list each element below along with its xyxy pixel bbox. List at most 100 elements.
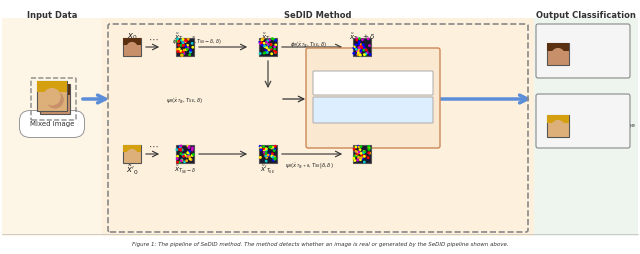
Text: SeDID Method: SeDID Method xyxy=(284,11,352,20)
Circle shape xyxy=(365,53,367,54)
Circle shape xyxy=(263,53,265,54)
Circle shape xyxy=(181,40,182,41)
Circle shape xyxy=(186,156,188,157)
Circle shape xyxy=(357,54,358,55)
Circle shape xyxy=(368,152,369,153)
Circle shape xyxy=(358,146,360,148)
Circle shape xyxy=(178,41,179,42)
Circle shape xyxy=(369,148,370,149)
Circle shape xyxy=(179,149,180,150)
Circle shape xyxy=(185,39,186,41)
Circle shape xyxy=(183,53,185,54)
Text: Diffusion Generated Image: Diffusion Generated Image xyxy=(550,123,634,129)
Text: $\phi_\theta(\tilde{x}_{T_{SE}},T_{SE},\delta)$: $\phi_\theta(\tilde{x}_{T_{SE}},T_{SE},\… xyxy=(291,40,328,50)
Circle shape xyxy=(353,158,355,159)
Circle shape xyxy=(264,46,266,47)
Circle shape xyxy=(187,49,188,50)
Circle shape xyxy=(193,154,194,155)
Circle shape xyxy=(262,45,263,46)
Circle shape xyxy=(368,146,369,147)
Circle shape xyxy=(264,43,265,44)
Circle shape xyxy=(368,149,369,150)
Circle shape xyxy=(260,157,261,158)
Circle shape xyxy=(364,54,365,55)
Circle shape xyxy=(180,145,182,147)
Circle shape xyxy=(181,54,182,56)
Circle shape xyxy=(358,52,359,53)
Circle shape xyxy=(266,161,267,162)
Circle shape xyxy=(266,155,267,156)
Circle shape xyxy=(183,44,184,46)
Circle shape xyxy=(274,48,275,49)
Circle shape xyxy=(267,44,269,45)
Circle shape xyxy=(275,146,276,147)
Circle shape xyxy=(274,50,275,51)
Circle shape xyxy=(360,146,362,147)
Circle shape xyxy=(188,153,189,154)
Circle shape xyxy=(362,39,363,40)
Circle shape xyxy=(271,147,273,149)
Circle shape xyxy=(177,156,179,157)
Circle shape xyxy=(369,152,371,154)
Circle shape xyxy=(270,44,272,45)
Circle shape xyxy=(268,49,269,51)
Circle shape xyxy=(275,52,276,53)
FancyBboxPatch shape xyxy=(547,43,569,65)
Circle shape xyxy=(189,54,190,56)
Circle shape xyxy=(275,44,276,46)
Circle shape xyxy=(362,46,364,47)
Circle shape xyxy=(369,54,371,55)
Circle shape xyxy=(353,53,355,54)
Circle shape xyxy=(355,151,356,152)
Circle shape xyxy=(264,152,265,153)
Circle shape xyxy=(360,149,361,150)
Circle shape xyxy=(272,147,274,148)
Circle shape xyxy=(360,46,362,47)
Circle shape xyxy=(177,162,179,163)
Text: Real Image: Real Image xyxy=(571,50,613,58)
Circle shape xyxy=(364,47,365,48)
Circle shape xyxy=(266,157,268,158)
Text: SeDID$_{\mathrm{NN}}$: SeDID$_{\mathrm{NN}}$ xyxy=(355,126,391,139)
Circle shape xyxy=(259,43,261,44)
FancyBboxPatch shape xyxy=(37,81,67,111)
Circle shape xyxy=(176,149,177,150)
Circle shape xyxy=(355,44,356,46)
Text: $\tilde{x}'_0$: $\tilde{x}'_0$ xyxy=(125,164,138,177)
Circle shape xyxy=(360,153,362,154)
FancyBboxPatch shape xyxy=(37,81,67,92)
FancyBboxPatch shape xyxy=(2,18,102,236)
Circle shape xyxy=(191,43,193,44)
Circle shape xyxy=(360,51,361,52)
Circle shape xyxy=(187,45,188,46)
Circle shape xyxy=(267,52,268,53)
Circle shape xyxy=(271,155,273,157)
Circle shape xyxy=(355,151,357,153)
FancyBboxPatch shape xyxy=(353,38,371,56)
Circle shape xyxy=(271,38,273,39)
Circle shape xyxy=(180,50,182,52)
Circle shape xyxy=(179,48,180,50)
Circle shape xyxy=(270,47,271,48)
Circle shape xyxy=(360,49,361,50)
Circle shape xyxy=(362,155,363,156)
Circle shape xyxy=(552,49,564,60)
Circle shape xyxy=(264,150,265,151)
Circle shape xyxy=(356,50,358,52)
Circle shape xyxy=(184,155,186,156)
Circle shape xyxy=(177,38,179,40)
Text: $\psi_\theta(\tilde{x}_{T_{SE}+\delta},T_{SS}|\delta,\delta)$: $\psi_\theta(\tilde{x}_{T_{SE}+\delta},T… xyxy=(285,162,333,171)
Circle shape xyxy=(358,151,360,153)
Circle shape xyxy=(269,40,270,41)
Circle shape xyxy=(273,147,274,149)
Circle shape xyxy=(356,49,357,50)
Circle shape xyxy=(358,53,360,54)
Circle shape xyxy=(362,47,363,48)
FancyBboxPatch shape xyxy=(534,18,638,236)
FancyBboxPatch shape xyxy=(123,145,141,163)
Circle shape xyxy=(359,54,360,56)
FancyBboxPatch shape xyxy=(306,48,440,148)
Circle shape xyxy=(275,40,276,41)
Circle shape xyxy=(356,39,358,41)
Circle shape xyxy=(182,154,184,155)
